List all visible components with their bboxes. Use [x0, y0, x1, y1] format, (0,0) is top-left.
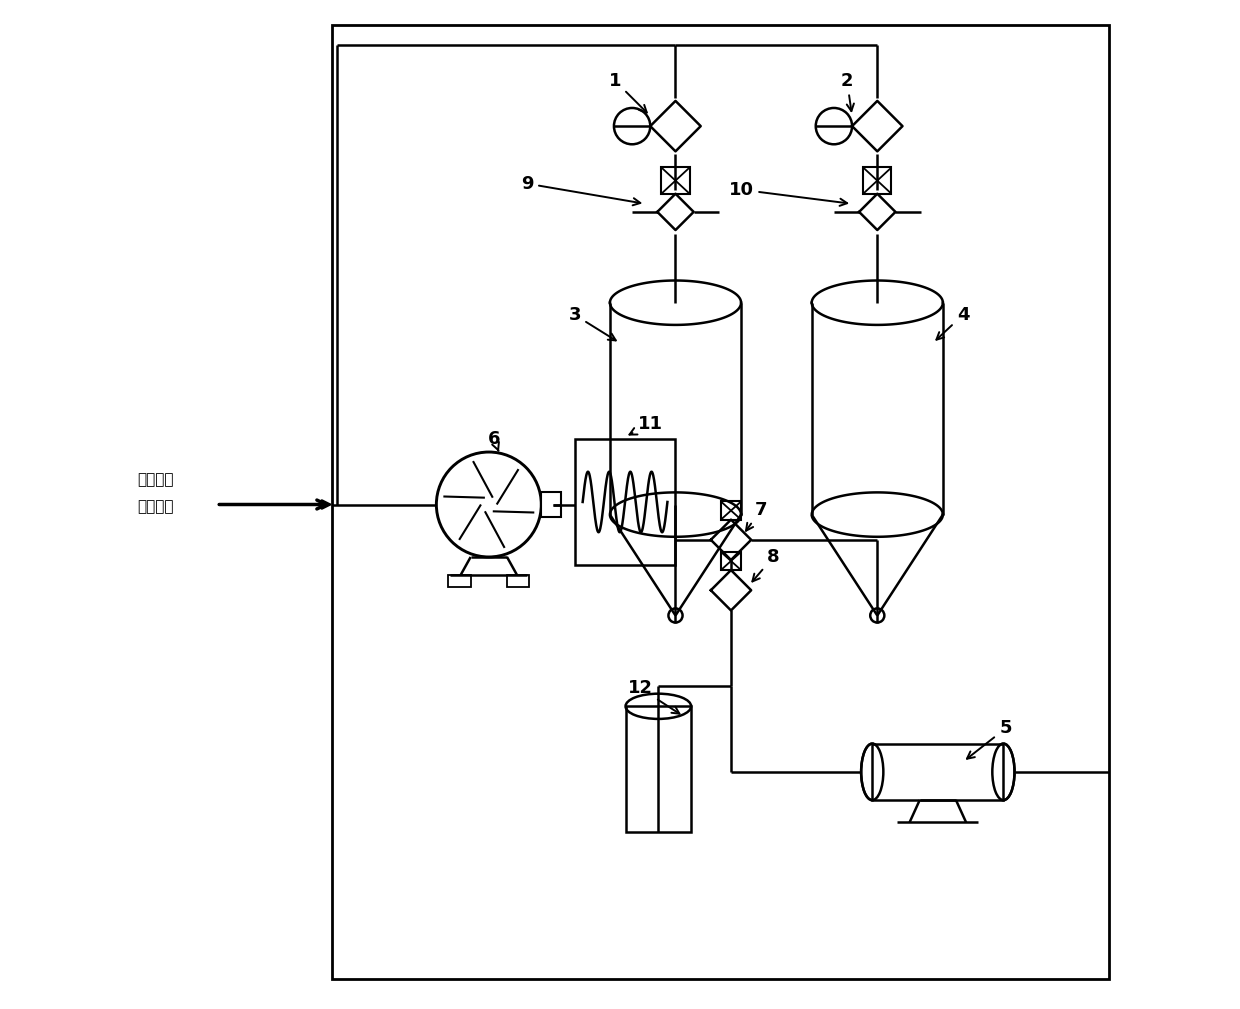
Bar	[872, 744, 1003, 800]
Text: 4: 4	[936, 306, 970, 340]
Text: 6: 6	[487, 430, 500, 451]
Text: 1: 1	[609, 72, 647, 113]
Bar	[449, 575, 471, 587]
Text: 10: 10	[729, 181, 847, 206]
Text: 5: 5	[967, 719, 1012, 759]
Text: 放的油气: 放的油气	[138, 499, 174, 514]
Text: 7: 7	[746, 500, 768, 531]
Bar	[720, 501, 742, 520]
Bar	[507, 575, 529, 587]
Text: 11: 11	[630, 415, 662, 435]
Text: 12: 12	[627, 679, 680, 713]
Bar	[720, 552, 742, 570]
Text: 生产中排: 生产中排	[138, 472, 174, 486]
Text: 9: 9	[521, 175, 640, 205]
Bar	[542, 492, 562, 517]
Text: 8: 8	[753, 548, 780, 581]
Bar	[863, 167, 892, 194]
Bar	[625, 706, 691, 832]
Bar	[574, 439, 676, 565]
Bar	[332, 25, 1110, 979]
Text: 3: 3	[568, 306, 616, 340]
Text: 2: 2	[841, 72, 854, 111]
Bar	[661, 167, 689, 194]
